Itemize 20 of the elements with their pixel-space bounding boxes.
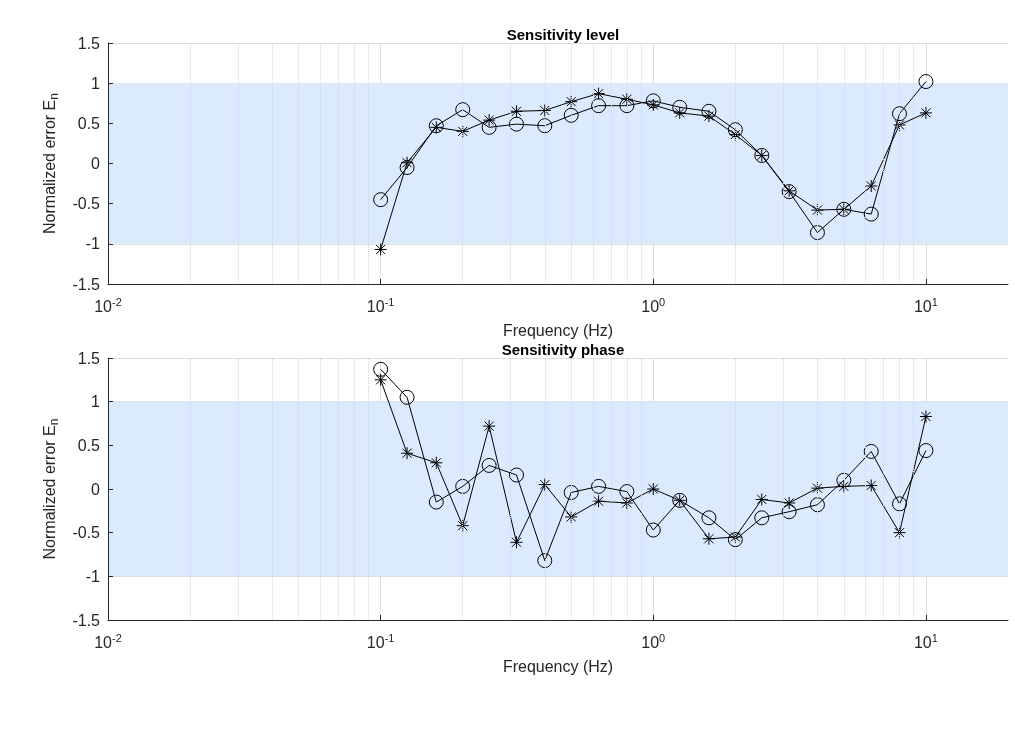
y-tick-label: -1 xyxy=(85,567,101,585)
y-tick-label: 0 xyxy=(91,155,101,172)
x-axis-title: Frequency (Hz) xyxy=(502,657,614,675)
y-tick-label: 0.5 xyxy=(77,436,101,454)
y-tick-label: -1.5 xyxy=(72,275,101,293)
y-tick-label: -1.5 xyxy=(72,611,101,629)
y-tick-label: -0.5 xyxy=(72,195,101,213)
y-tick-label: -1 xyxy=(85,235,101,253)
y-axis-title: Normalized error En xyxy=(40,418,61,560)
chart-title: Sensitivity level xyxy=(506,26,620,43)
chart-title: Sensitivity phase xyxy=(501,341,625,358)
x-axis-title: Frequency (Hz) xyxy=(502,321,614,339)
y-axis-title: Normalized error En xyxy=(40,93,61,234)
y-tick-label: -0.5 xyxy=(72,524,101,542)
y-tick-label: 1 xyxy=(91,74,101,92)
y-tick-label: 0.5 xyxy=(77,114,101,132)
y-tick-label: 0 xyxy=(91,480,101,498)
y-tick-label: 1.5 xyxy=(77,349,101,367)
y-tick-label: 1.5 xyxy=(77,34,101,52)
y-tick-label: 1 xyxy=(91,393,101,411)
